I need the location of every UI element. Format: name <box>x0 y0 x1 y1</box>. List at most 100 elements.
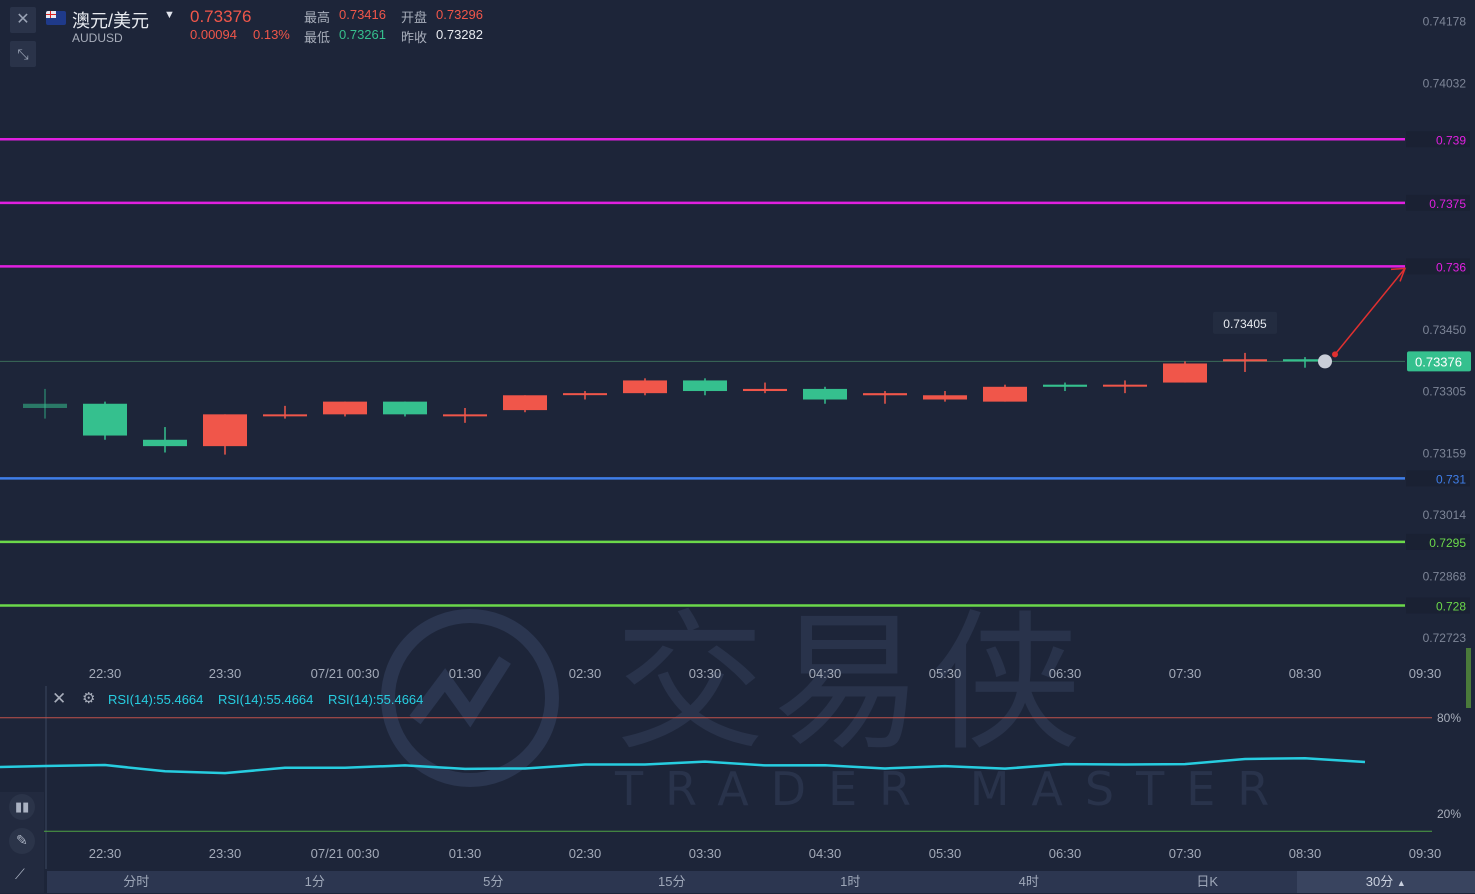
time-tick-label: 01:30 <box>449 846 482 861</box>
tab-30min[interactable]: 30分 ▲ <box>1297 871 1475 893</box>
time-tick-label: 05:30 <box>929 846 962 861</box>
time-tick-label: 07:30 <box>1169 846 1202 861</box>
candle-body <box>923 395 967 399</box>
time-tick-label: 09:30 <box>1409 846 1442 861</box>
price-tick-label: 0.73305 <box>1423 384 1467 398</box>
fullscreen-toggle-button[interactable]: ⤡ <box>10 41 36 67</box>
tab-timeline[interactable]: 分时 <box>47 871 226 893</box>
tab-15min[interactable]: 15分 <box>583 871 762 893</box>
close-chart-button[interactable]: ✕ <box>10 7 36 33</box>
candle <box>563 391 607 399</box>
candle-body <box>83 404 127 436</box>
candle-body <box>863 393 907 395</box>
time-tick-label: 02:30 <box>569 846 602 861</box>
high-value: 0.73416 <box>339 7 386 22</box>
rsi-label-2: RSI(14):55.4664 <box>218 692 313 707</box>
tab-5min[interactable]: 5分 <box>404 871 583 893</box>
drawing-sidebar: ▮▮ ✎ ⟋ <box>0 792 44 893</box>
time-tick-label: 07/21 00:30 <box>311 666 380 681</box>
level-label: 0.7295 <box>1429 536 1466 550</box>
price-change: 0.00094 <box>190 27 237 42</box>
rsi-label-1: RSI(14):55.4664 <box>108 692 203 707</box>
time-tick-label: 08:30 <box>1289 666 1322 681</box>
price-tick-label: 0.72868 <box>1423 570 1467 584</box>
tab-30min-label: 30分 <box>1366 874 1393 889</box>
candle-body <box>623 380 667 393</box>
price-tick-label: 0.74032 <box>1423 76 1467 90</box>
time-tick-label: 08:30 <box>1289 846 1322 861</box>
rsi-overbought-label: 80% <box>1437 711 1461 725</box>
candle-body <box>503 395 547 410</box>
candle <box>503 395 547 412</box>
candle <box>323 402 367 417</box>
price-tick-label: 0.73450 <box>1423 323 1467 337</box>
time-tick-label: 01:30 <box>449 666 482 681</box>
last-price: 0.73376 <box>190 7 251 27</box>
candle <box>1043 383 1087 391</box>
collapse-arrows-icon: ⤡ <box>17 46 28 62</box>
time-tick-label: 06:30 <box>1049 846 1082 861</box>
pair-name[interactable]: 澳元/美元 <box>72 7 149 33</box>
rsi-settings-button[interactable]: ⚙ <box>82 689 95 707</box>
open-label: 开盘 <box>401 7 427 26</box>
high-marker-label: 0.73405 <box>1223 317 1267 331</box>
candle-body <box>563 393 607 395</box>
candle-body <box>143 440 187 446</box>
indicator-button[interactable]: ▮▮ <box>9 794 35 820</box>
pencil-icon: ✎ <box>16 832 28 849</box>
trend-line-icon: ⟋ <box>15 866 25 883</box>
pair-dropdown-caret-icon[interactable]: ▼ <box>164 9 175 21</box>
high-label: 最高 <box>304 7 330 26</box>
candle-body <box>383 402 427 415</box>
low-value: 0.73261 <box>339 27 386 42</box>
price-tick-label: 0.73159 <box>1423 446 1467 460</box>
candle-body <box>263 414 307 416</box>
candle <box>263 406 307 419</box>
tab-4hour[interactable]: 4时 <box>940 871 1119 893</box>
time-tick-label: 06:30 <box>1049 666 1082 681</box>
time-tick-label: 09:30 <box>1409 666 1442 681</box>
candle-body <box>743 389 787 391</box>
line-tool-button[interactable]: ⟋ <box>9 862 35 888</box>
level-label: 0.739 <box>1436 133 1466 147</box>
prev-close-label: 昨收 <box>401 27 427 46</box>
price-change-pct: 0.13% <box>253 27 290 42</box>
tab-daily[interactable]: 日K <box>1118 871 1297 893</box>
time-tick-label: 07/21 00:30 <box>311 846 380 861</box>
info-icon <box>1318 354 1332 368</box>
candle <box>983 385 1027 402</box>
candle <box>83 402 127 440</box>
price-tick-label: 0.73014 <box>1423 508 1467 522</box>
watermark-cn-text: 交易侠 <box>615 597 1089 771</box>
trend-arrow <box>1335 268 1405 354</box>
candle-body <box>1223 359 1267 361</box>
candle-body <box>443 414 487 416</box>
candle <box>623 378 667 395</box>
symbol-code: AUDUSD <box>72 31 123 45</box>
time-tick-label: 23:30 <box>209 846 242 861</box>
australia-flag-icon <box>46 11 66 25</box>
candle-body <box>203 414 247 446</box>
candle <box>863 391 907 404</box>
time-tick-label: 23:30 <box>209 666 242 681</box>
tab-1hour[interactable]: 1时 <box>761 871 940 893</box>
candle-body <box>983 387 1027 402</box>
candle-body <box>1043 385 1087 387</box>
candle <box>203 414 247 454</box>
candle <box>443 408 487 423</box>
candle-body <box>683 380 727 391</box>
level-label: 0.728 <box>1436 599 1466 613</box>
candle <box>143 427 187 452</box>
draw-tool-button[interactable]: ✎ <box>9 828 35 854</box>
candle <box>803 387 847 404</box>
watermark-en-text: TRADER MASTER <box>614 762 1291 816</box>
time-tick-label: 03:30 <box>689 846 722 861</box>
tab-1min[interactable]: 1分 <box>226 871 405 893</box>
rsi-close-button[interactable]: ✕ <box>52 689 66 709</box>
close-icon: ✕ <box>16 11 29 28</box>
candle <box>1163 361 1207 382</box>
time-tick-label: 07:30 <box>1169 666 1202 681</box>
